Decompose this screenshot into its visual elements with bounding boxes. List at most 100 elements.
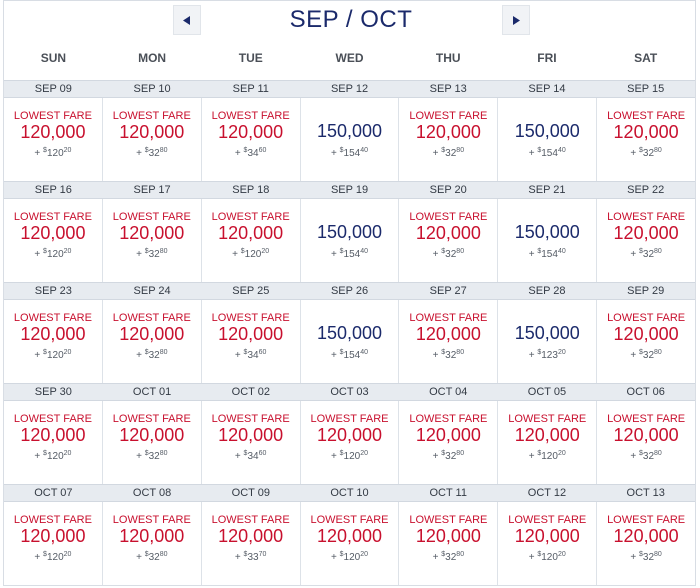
- miles-price: 120,000: [218, 122, 284, 142]
- tax-cents: 60: [258, 349, 267, 356]
- tax-prefix: +: [432, 350, 442, 361]
- miles-price: 120,000: [119, 223, 185, 243]
- lowest-fare-badge: LOWEST FARE: [508, 514, 587, 526]
- fare-cell[interactable]: LOWEST FARE 120,000 + $12020: [4, 199, 103, 282]
- date-label: OCT 03: [330, 386, 369, 398]
- fare-cell[interactable]: LOWEST FARE 120,000 + $3280: [103, 98, 202, 181]
- fare-cell[interactable]: LOWEST FARE 120,000 + $3280: [103, 401, 202, 484]
- miles-price: 120,000: [415, 324, 481, 344]
- fare-cell[interactable]: LOWEST FARE 120,000 + $3280: [597, 401, 695, 484]
- tax-dollars: 32: [445, 552, 457, 563]
- tax-amount: + $12020: [4, 349, 102, 361]
- fare-cell[interactable]: LOWEST FARE 120,000 + $12020: [4, 98, 103, 181]
- fare-cell[interactable]: LOWEST FARE 120,000 + $3280: [597, 502, 695, 585]
- currency-symbol: $: [638, 551, 643, 558]
- fare-cell[interactable]: 150,000 + $15440: [498, 98, 598, 181]
- fare-cell[interactable]: LOWEST FARE 120,000 + $3280: [597, 98, 695, 181]
- tax-dollars: 120: [46, 350, 64, 361]
- fare-cell[interactable]: 150,000 + $15440: [301, 98, 400, 181]
- prev-month-button[interactable]: [173, 5, 201, 35]
- fare-cell[interactable]: LOWEST FARE 120,000 + $3280: [597, 300, 695, 383]
- fare-cell[interactable]: LOWEST FARE 120,000 + $3280: [597, 199, 695, 282]
- fare-cell[interactable]: LOWEST FARE 120,000 + $12020: [301, 401, 400, 484]
- fare-cell[interactable]: 150,000 + $15440: [301, 199, 400, 282]
- fare-cell[interactable]: LOWEST FARE 120,000 + $3280: [103, 502, 202, 585]
- miles-price: 120,000: [20, 122, 86, 142]
- fare-cell[interactable]: LOWEST FARE 120,000 + $3280: [399, 300, 499, 383]
- fare-cell[interactable]: 150,000 + $12320: [498, 300, 598, 383]
- miles-price: 150,000: [514, 222, 580, 242]
- currency-symbol: $: [43, 248, 47, 255]
- fare-cell[interactable]: 150,000 + $15440: [498, 199, 598, 282]
- lowest-fare-badge: LOWEST FARE: [13, 110, 92, 122]
- tax-prefix: +: [331, 451, 340, 462]
- fare-cell[interactable]: LOWEST FARE 120,000 + $12020: [4, 300, 103, 383]
- tax-dollars: 154: [343, 350, 361, 361]
- currency-symbol: $: [638, 349, 643, 356]
- lowest-fare-badge: LOWEST FARE: [607, 312, 686, 324]
- date-label: SEP 26: [330, 285, 369, 297]
- tax-dollars: 32: [148, 552, 160, 563]
- fare-cell[interactable]: LOWEST FARE 120,000 + $12020: [4, 401, 103, 484]
- tax-prefix: +: [34, 350, 44, 361]
- tax-prefix: +: [630, 249, 639, 260]
- day-of-week-label: SUN: [40, 51, 67, 65]
- date-label: SEP 16: [34, 184, 72, 196]
- currency-symbol: $: [339, 450, 344, 457]
- currency-symbol: $: [537, 248, 542, 255]
- fare-cell[interactable]: LOWEST FARE 120,000 + $3460: [202, 300, 301, 383]
- lowest-fare-badge: LOWEST FARE: [607, 514, 686, 526]
- tax-cents: 20: [360, 450, 369, 457]
- fare-cell[interactable]: LOWEST FARE 120,000 + $3370: [202, 502, 301, 585]
- fare-cell[interactable]: LOWEST FARE 120,000 + $3280: [399, 98, 499, 181]
- tax-dollars: 32: [445, 249, 457, 260]
- date-label: OCT 10: [330, 487, 369, 499]
- tax-prefix: +: [528, 451, 538, 462]
- fare-cell[interactable]: 150,000 + $15440: [301, 300, 400, 383]
- miles-price: 120,000: [20, 223, 86, 243]
- lowest-fare-badge: LOWEST FARE: [13, 514, 92, 526]
- date-label: SEP 22: [627, 184, 665, 196]
- lowest-fare-badge: LOWEST FARE: [310, 413, 389, 425]
- lowest-fare-badge: LOWEST FARE: [112, 110, 191, 122]
- fare-cell[interactable]: LOWEST FARE 120,000 + $12020: [498, 401, 598, 484]
- fare-cell[interactable]: LOWEST FARE 120,000 + $3280: [103, 300, 202, 383]
- lowest-fare-badge: LOWEST FARE: [409, 413, 488, 425]
- tax-prefix: +: [34, 249, 44, 260]
- fare-cell[interactable]: LOWEST FARE 120,000 + $3280: [103, 199, 202, 282]
- tax-amount: + $3280: [103, 147, 201, 159]
- date-label: SEP 09: [34, 83, 72, 95]
- fare-cell[interactable]: LOWEST FARE 120,000 + $3280: [399, 199, 499, 282]
- tax-dollars: 32: [642, 350, 655, 361]
- date-label: SEP 30: [34, 386, 72, 398]
- fare-cell[interactable]: LOWEST FARE 120,000 + $12020: [498, 502, 598, 585]
- currency-symbol: $: [638, 147, 643, 154]
- lowest-fare-badge: LOWEST FARE: [13, 211, 92, 223]
- tax-cents: 80: [159, 551, 168, 558]
- fare-cell[interactable]: LOWEST FARE 120,000 + $3280: [399, 502, 499, 585]
- date-label: OCT 12: [527, 487, 567, 499]
- tax-cents: 40: [557, 147, 566, 154]
- fare-cell[interactable]: LOWEST FARE 120,000 + $3280: [399, 401, 499, 484]
- fare-cell[interactable]: LOWEST FARE 120,000 + $3460: [202, 401, 301, 484]
- fare-cell[interactable]: LOWEST FARE 120,000 + $12020: [4, 502, 103, 585]
- tax-amount: + $3460: [202, 349, 300, 361]
- tax-amount: + $3280: [399, 248, 497, 260]
- tax-prefix: +: [630, 451, 639, 462]
- date-label-row: SEP 09 SEP 10 SEP 11 SEP 12 SEP 13 SEP 14 SEP …: [4, 80, 695, 98]
- tax-dollars: 32: [148, 350, 160, 361]
- fare-cell[interactable]: LOWEST FARE 120,000 + $12020: [301, 502, 400, 585]
- tax-amount: + $15440: [301, 349, 399, 361]
- day-of-week-label: THU: [435, 51, 461, 65]
- tax-dollars: 32: [148, 451, 160, 462]
- miles-price: 120,000: [119, 324, 185, 344]
- lowest-fare-badge: LOWEST FARE: [211, 110, 290, 122]
- tax-amount: + $3280: [597, 349, 695, 361]
- tax-amount: + $12020: [202, 248, 300, 260]
- chevron-left-icon: [183, 16, 190, 25]
- next-month-button[interactable]: [502, 5, 530, 35]
- miles-price: 120,000: [613, 425, 679, 445]
- fare-cell[interactable]: LOWEST FARE 120,000 + $12020: [202, 199, 301, 282]
- fare-cell[interactable]: LOWEST FARE 120,000 + $3460: [202, 98, 301, 181]
- tax-amount: + $15440: [498, 147, 596, 159]
